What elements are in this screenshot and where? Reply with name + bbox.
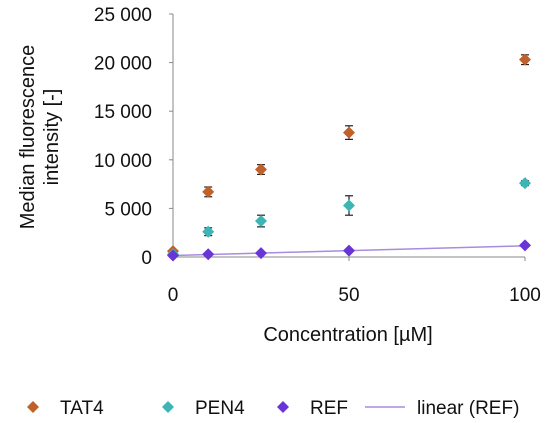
data-point-tat4 xyxy=(519,53,531,66)
data-point-pen4 xyxy=(343,199,355,212)
data-point-ref xyxy=(255,247,267,260)
y-tick-label: 0 xyxy=(141,248,152,269)
legend-label-tat4: TAT4 xyxy=(60,398,104,419)
legend-label-ref: REF xyxy=(310,398,348,419)
data-point-ref xyxy=(167,249,179,262)
data-point-tat4 xyxy=(202,185,215,198)
data-point-ref xyxy=(343,244,355,257)
x-tick-label: 0 xyxy=(168,285,179,306)
y-axis-title-line-2: intensity [-] xyxy=(41,89,63,186)
legend-marker-pen4 xyxy=(162,401,174,413)
legend-marker-tat4 xyxy=(27,401,39,413)
x-tick-label: 50 xyxy=(338,285,359,306)
y-tick-label: 10 000 xyxy=(94,151,152,172)
y-tick-labels: 0 5 000 10 000 15 000 20 000 25 000 xyxy=(94,5,152,269)
axes xyxy=(169,13,526,261)
legend-marker-ref xyxy=(277,401,289,413)
x-axis-title: Concentration [µM] xyxy=(263,324,432,346)
legend-label-linear-ref: linear (REF) xyxy=(417,398,519,419)
x-tick-label: 100 xyxy=(509,285,541,306)
y-axis-title-line-1: Median fluorescence xyxy=(17,45,39,230)
data-point-pen4 xyxy=(519,177,531,190)
y-tick-label: 20 000 xyxy=(94,54,152,75)
data-point-tat4 xyxy=(343,126,355,139)
x-tick-labels: 0 50 100 xyxy=(168,285,541,306)
y-tick-label: 15 000 xyxy=(94,102,152,123)
y-tick-label: 25 000 xyxy=(94,5,152,26)
legend: TAT4 PEN4 REF linear (REF) xyxy=(27,398,519,419)
data-point-tat4 xyxy=(255,163,267,176)
data-point-pen4 xyxy=(255,215,267,228)
data-point-ref xyxy=(202,248,215,261)
data-point-ref xyxy=(519,239,531,252)
data-point-pen4 xyxy=(202,225,215,238)
legend-label-pen4: PEN4 xyxy=(195,398,245,419)
data-marks xyxy=(167,53,531,262)
y-tick-label: 5 000 xyxy=(104,199,152,220)
